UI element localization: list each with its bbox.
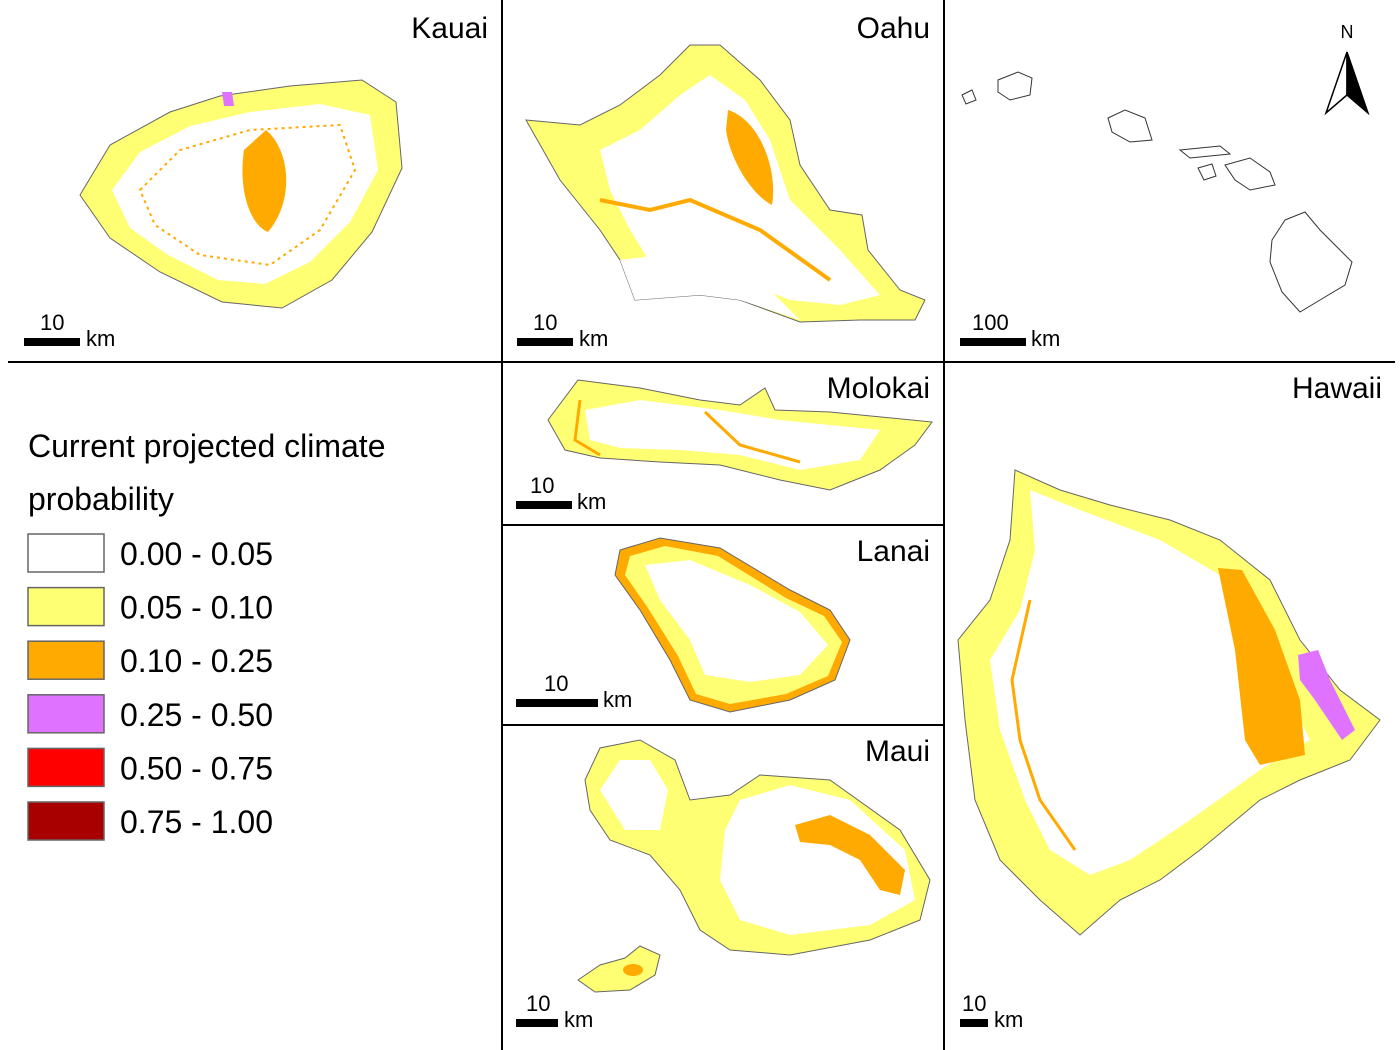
scale-bar xyxy=(960,1019,988,1027)
scale-bar xyxy=(516,501,572,509)
kauai-map xyxy=(79,79,403,309)
legend-title: Current projected climate probability xyxy=(28,428,386,517)
maui-map xyxy=(577,739,931,993)
scale-bar xyxy=(960,338,1026,346)
legend-swatch xyxy=(27,586,105,627)
scale-bar xyxy=(24,338,80,346)
scale-value: 10 xyxy=(962,991,986,1016)
legend-swatch xyxy=(27,747,105,788)
panel-label: Maui xyxy=(865,735,930,768)
scale-bar xyxy=(516,1019,558,1027)
panel-dividers xyxy=(8,0,1395,1050)
north-arrow xyxy=(1324,51,1370,116)
scale-value: 10 xyxy=(530,473,554,498)
scale-unit: km xyxy=(564,1007,593,1032)
panel-label: Kauai xyxy=(411,12,488,45)
panel-label: Lanai xyxy=(857,535,930,568)
panel-label: Oahu xyxy=(857,12,930,45)
legend-swatch xyxy=(27,694,105,734)
scale-value: 10 xyxy=(526,991,550,1016)
scale-unit: km xyxy=(994,1007,1023,1032)
scale-bar xyxy=(517,338,573,346)
legend-label: 0.00 - 0.05 xyxy=(120,536,273,572)
panel-label: Hawaii xyxy=(1292,372,1382,405)
north-label: N xyxy=(1341,22,1354,42)
molokai-map xyxy=(547,379,933,491)
legend-swatch xyxy=(27,533,105,573)
state-locator-map xyxy=(961,71,1353,313)
scale-value: 10 xyxy=(544,671,568,696)
legend-label: 0.10 - 0.25 xyxy=(120,643,273,679)
legend-label: 0.25 - 0.50 xyxy=(120,697,273,733)
lanai-map xyxy=(614,537,851,713)
legend-label: 0.75 - 1.00 xyxy=(120,804,273,840)
scale-bar xyxy=(516,699,598,707)
scale-unit: km xyxy=(603,687,632,712)
legend: 0.00 - 0.05 0.05 - 0.10 0.10 - 0.25 0.25 - … xyxy=(27,533,273,841)
scale-value: 10 xyxy=(40,310,64,335)
hawaii-map xyxy=(957,469,1381,936)
scale-unit: km xyxy=(579,326,608,351)
scale-unit: km xyxy=(577,489,606,514)
legend-swatch xyxy=(27,640,105,680)
legend-swatch xyxy=(27,801,105,841)
legend-label: 0.05 - 0.10 xyxy=(120,590,273,626)
scale-unit: km xyxy=(1031,326,1060,351)
panel-label: Molokai xyxy=(827,372,930,405)
scale-value: 100 xyxy=(972,310,1009,335)
scale-value: 10 xyxy=(533,310,557,335)
oahu-map xyxy=(525,44,926,323)
legend-label: 0.50 - 0.75 xyxy=(120,750,273,786)
scale-unit: km xyxy=(86,326,115,351)
